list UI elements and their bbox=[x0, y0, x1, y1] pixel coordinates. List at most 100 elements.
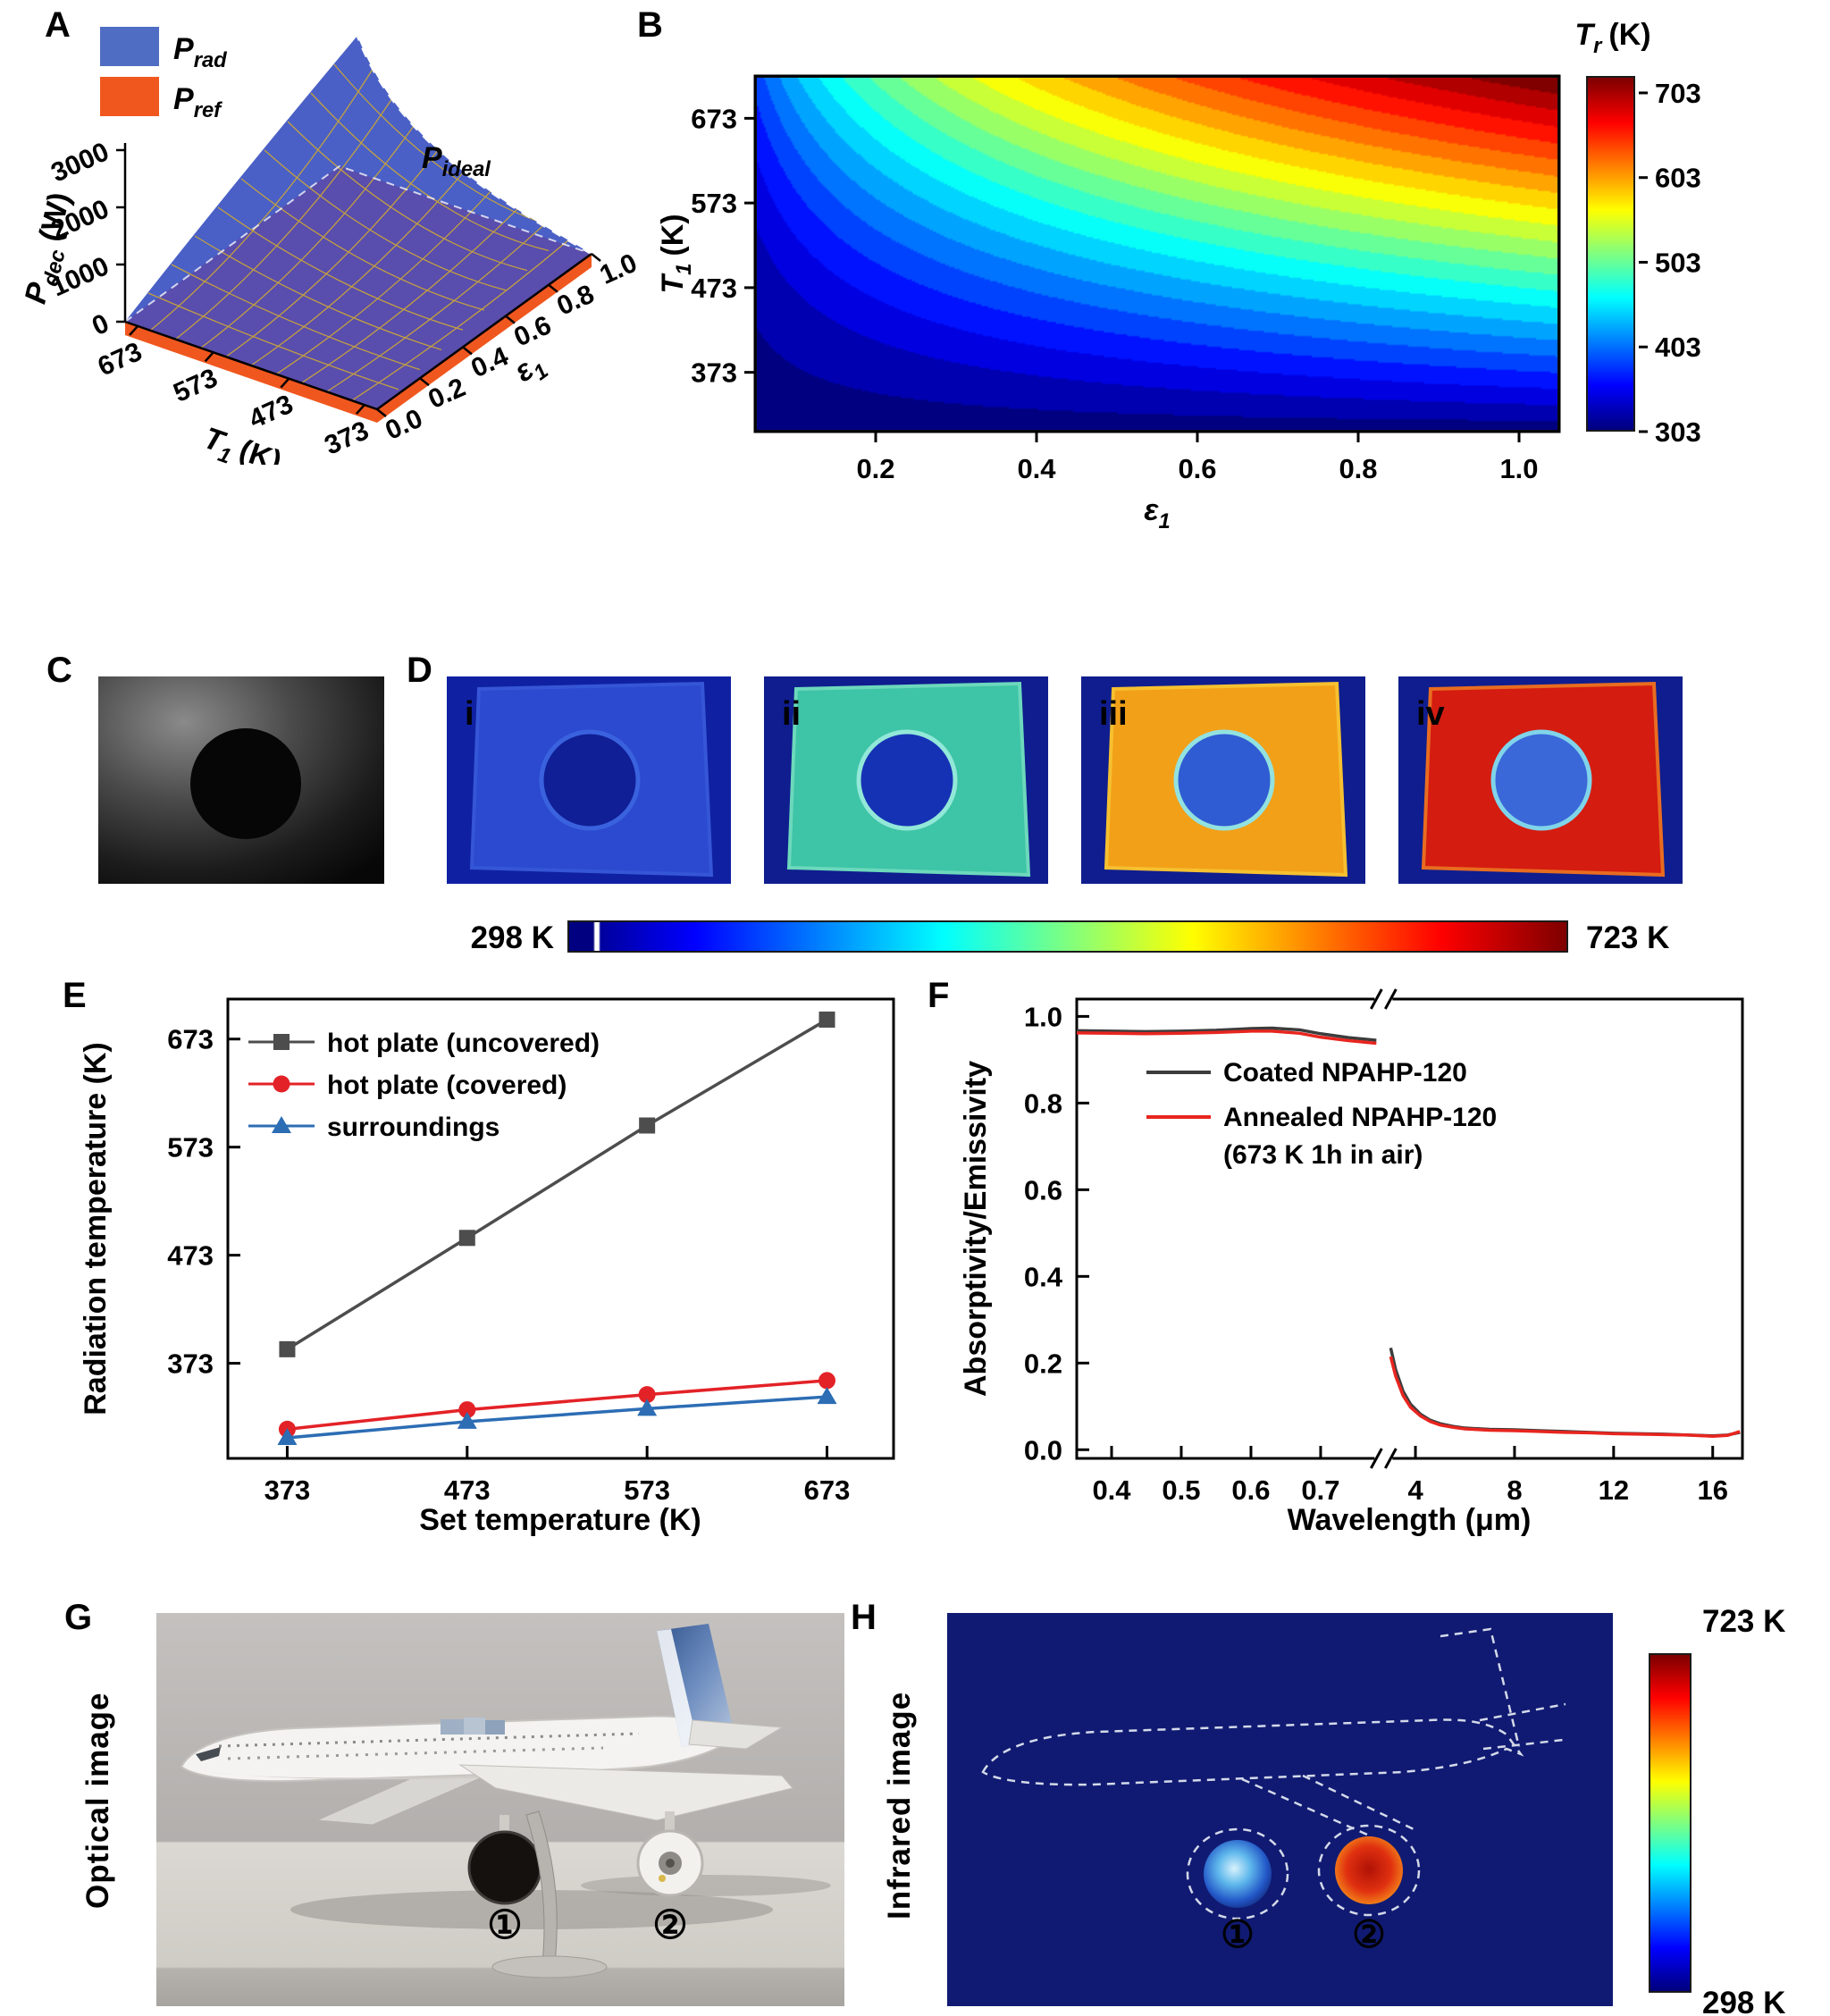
d-image-i: i bbox=[447, 676, 731, 884]
b-y-tick: 573 bbox=[691, 188, 737, 219]
f-legend-label: (673 K 1h in air) bbox=[1223, 1140, 1423, 1170]
axis-break-mark bbox=[1370, 988, 1383, 1010]
f-y-tick: 0.8 bbox=[1024, 1088, 1062, 1119]
d-scale-min-label: 298 K bbox=[470, 920, 554, 955]
f-x-tick: 4 bbox=[1407, 1474, 1423, 1506]
series-marker bbox=[818, 1372, 835, 1390]
d-temperature-scalebar bbox=[567, 920, 1568, 953]
g-marker-1: ① bbox=[487, 1903, 522, 1947]
h-colorbar-canvas bbox=[1649, 1653, 1691, 1993]
b-y-tick: 473 bbox=[691, 273, 737, 304]
a-eps-axis-label: ε1 bbox=[508, 346, 552, 394]
a-base-plane bbox=[125, 166, 592, 409]
a-grid-line bbox=[301, 208, 518, 384]
series-marker bbox=[637, 1399, 658, 1416]
panel-b-letter: B bbox=[637, 5, 663, 45]
axis-break-mark bbox=[1384, 988, 1398, 1010]
b-cbar-tick: 603 bbox=[1655, 163, 1701, 194]
f-legend-label: Annealed NPAHP-120 bbox=[1223, 1103, 1497, 1132]
b-x-tick: 1.0 bbox=[1499, 453, 1538, 484]
b-y-axis-label: T1(K) bbox=[656, 214, 696, 293]
a-grid-line bbox=[275, 190, 491, 375]
d-i-tag: i bbox=[465, 695, 474, 733]
b-x-tick: 0.6 bbox=[1178, 453, 1216, 484]
f-y-tick: 0.2 bbox=[1024, 1348, 1062, 1379]
a-grid-line bbox=[171, 264, 421, 371]
g-cockpit-windows bbox=[196, 1747, 221, 1761]
a-t1-tick: 473 bbox=[245, 390, 298, 435]
g-engine1-coated-black bbox=[467, 1830, 542, 1905]
a-t1-tick: 673 bbox=[94, 337, 147, 382]
a-grid-line bbox=[287, 121, 528, 272]
a-surface-art: Pideal bbox=[123, 35, 592, 423]
b-colorbar-title: Tr (K) bbox=[1574, 18, 1650, 58]
e-y-tick: 573 bbox=[167, 1132, 214, 1163]
b-cbar-tick: 403 bbox=[1655, 332, 1701, 363]
d-ii-disk bbox=[856, 729, 958, 831]
g-stand-base bbox=[491, 1955, 608, 1978]
h-marker-2: ② bbox=[1352, 1913, 1386, 1955]
h-scale-max-label: 723 K bbox=[1702, 1604, 1786, 1639]
f-x-tick: 16 bbox=[1697, 1474, 1727, 1506]
d-iv-disk bbox=[1490, 729, 1592, 831]
b-y-tick: 673 bbox=[691, 103, 737, 134]
series-marker bbox=[273, 1034, 290, 1050]
a-z-tick: 3000 bbox=[46, 137, 113, 188]
h-stabilizer-upper-outline bbox=[1479, 1702, 1566, 1722]
h-engine1-cold bbox=[1204, 1840, 1272, 1908]
h-fuselage-outline bbox=[981, 1718, 1524, 1786]
series-marker bbox=[457, 1411, 477, 1429]
g-marker-2: ② bbox=[652, 1903, 687, 1947]
b-y-tick: 373 bbox=[691, 357, 737, 389]
series-line bbox=[1076, 1026, 1377, 1042]
h-side-label: Infrared image bbox=[882, 1691, 917, 1919]
d-image-iv: iv bbox=[1398, 676, 1683, 884]
a-grid-line bbox=[326, 224, 544, 392]
f-data-series bbox=[1076, 1026, 1741, 1439]
h-engine2-hot bbox=[1335, 1836, 1403, 1904]
series-marker bbox=[277, 1428, 298, 1446]
a-grid-line bbox=[225, 149, 439, 357]
f-y-tick: 1.0 bbox=[1024, 1001, 1062, 1032]
h-wing-line-2 bbox=[1302, 1774, 1414, 1831]
b-x-tick: 0.2 bbox=[856, 453, 894, 484]
h-engine1-outline bbox=[1186, 1827, 1289, 1920]
panel-e-line-chart: Radiation temperature (K) Set temperatur… bbox=[79, 997, 895, 1537]
g-window-row-lower bbox=[227, 1746, 604, 1760]
g-window-row-upper bbox=[218, 1732, 640, 1748]
h-marker-1: ① bbox=[1221, 1913, 1255, 1955]
d-iii-tag: iii bbox=[1099, 695, 1128, 733]
a-t1-tick: 573 bbox=[169, 363, 222, 408]
b-cbar-tick: 503 bbox=[1655, 247, 1701, 278]
series-marker bbox=[638, 1386, 656, 1404]
series-line bbox=[1389, 1356, 1741, 1439]
g-side-label: Optical image bbox=[80, 1692, 115, 1910]
a-grid-line bbox=[217, 206, 464, 331]
axis-break-mark bbox=[1384, 1448, 1398, 1469]
a-grid-line bbox=[351, 239, 569, 401]
g-blurred-logo-3 bbox=[485, 1720, 505, 1735]
g-engine2-mark bbox=[659, 1875, 666, 1882]
f-x-tick: 0.5 bbox=[1162, 1474, 1200, 1506]
e-y-tick: 673 bbox=[167, 1024, 214, 1055]
a-z-tick: 0 bbox=[88, 308, 113, 341]
f-x-tick: 12 bbox=[1599, 1474, 1629, 1506]
e-legend: hot plate (uncovered) hot plate (covered)… bbox=[248, 1029, 600, 1142]
series-marker bbox=[273, 1075, 290, 1093]
h-tail-fin-outline bbox=[1440, 1627, 1521, 1748]
h-background bbox=[947, 1613, 1613, 2006]
g-blurred-logo-1 bbox=[441, 1719, 464, 1735]
b-tick-labels: 673 573 473 373 0.2 0.4 0.6 0.8 1.0 703 603 503 403 3… bbox=[691, 78, 1700, 484]
d-image-ii: ii bbox=[764, 676, 1048, 884]
g-blurred-logo-2 bbox=[464, 1718, 485, 1735]
panel-a-letter: A bbox=[45, 5, 71, 45]
a-grid-line bbox=[194, 235, 442, 351]
series-marker bbox=[458, 1230, 475, 1247]
panel-a-3d-surface-plot: Prad Pref Pideal Pdec(W) T1(K) ε1 010002… bbox=[19, 27, 642, 465]
f-x-tick: 0.7 bbox=[1301, 1474, 1339, 1506]
e-legend-label: hot plate (uncovered) bbox=[327, 1029, 600, 1058]
b-x-tick: 0.8 bbox=[1339, 453, 1377, 484]
e-y-tick: 373 bbox=[167, 1348, 214, 1380]
d-scale-max-label: 723 K bbox=[1586, 920, 1670, 955]
